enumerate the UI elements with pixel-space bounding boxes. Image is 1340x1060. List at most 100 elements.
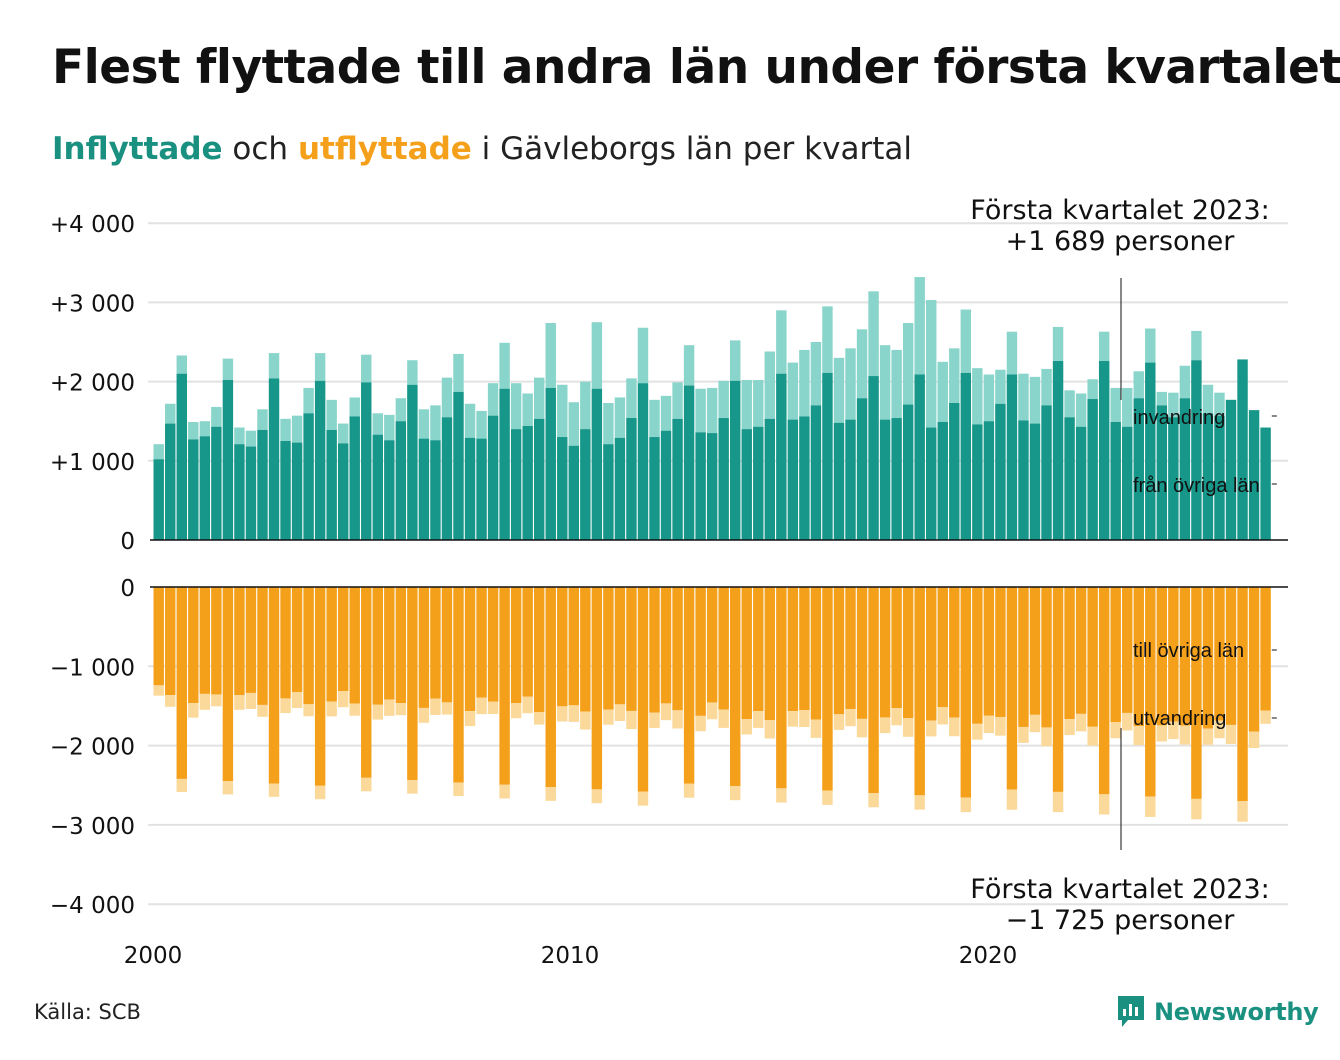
bar-out-domestic [372, 587, 383, 705]
bar-out-domestic [1064, 587, 1075, 720]
bar-out-emigration [603, 709, 614, 725]
bar-out-domestic [580, 587, 591, 712]
bar-in-domestic [706, 433, 718, 540]
bar-out-emigration [314, 785, 326, 800]
bar-in-immigration [1156, 391, 1168, 406]
bar-out-emigration [1029, 714, 1041, 733]
bar-out-domestic [649, 587, 660, 713]
bar-out-emigration [349, 703, 360, 716]
bar-in-domestic [1260, 427, 1271, 540]
bar-out-emigration [902, 718, 914, 737]
bar-in-domestic [695, 432, 706, 540]
bar-out-emigration [926, 720, 937, 737]
bar-in-immigration [891, 349, 902, 419]
bar-out-emigration [234, 695, 245, 710]
bar-out-emigration [1018, 726, 1029, 743]
bar-in-immigration [257, 409, 268, 430]
bar-in-immigration [1214, 392, 1225, 416]
bar-in-immigration [856, 329, 868, 399]
bar-out-emigration [1122, 712, 1133, 731]
bar-out-emigration [337, 691, 349, 708]
bar-in-domestic [245, 446, 257, 540]
bar-out-domestic [291, 587, 303, 692]
bar-in-domestic [165, 423, 176, 540]
bar-in-immigration [776, 310, 787, 374]
bar-in-domestic [303, 413, 314, 540]
bar-out-emigration [753, 711, 764, 728]
bar-out-emigration [1168, 721, 1179, 740]
bar-out-emigration [856, 718, 868, 738]
bar-out-domestic [672, 587, 683, 711]
bar-in-immigration [1133, 371, 1144, 399]
bar-in-immigration [649, 399, 660, 438]
series-label-immigration: invandring [1133, 407, 1225, 429]
bar-in-immigration [361, 354, 372, 383]
bar-out-domestic [487, 587, 499, 702]
bar-out-emigration [972, 723, 983, 740]
bar-in-domestic [787, 419, 799, 540]
bar-in-immigration [753, 380, 764, 427]
bar-out-domestic [868, 587, 879, 794]
bar-in-domestic [730, 380, 741, 540]
bar-in-domestic [626, 418, 637, 540]
bar-in-immigration [660, 395, 672, 431]
bar-in-immigration [626, 378, 637, 419]
bar-out-emigration [568, 705, 580, 722]
bar-out-domestic [695, 587, 706, 716]
bar-in-domestic [799, 416, 810, 540]
bar-out-emigration [1064, 719, 1075, 736]
y-tick-label-top: +4 000 [50, 212, 135, 238]
bar-out-emigration [706, 702, 718, 720]
bar-out-domestic [337, 587, 349, 692]
bar-in-immigration [522, 393, 533, 426]
bars-outflow [153, 587, 1271, 822]
bar-in-domestic [280, 441, 291, 540]
bar-in-immigration [995, 369, 1006, 404]
subtitle-in-word: Inflyttade [52, 131, 223, 167]
bar-out-domestic [384, 587, 395, 700]
bar-out-emigration [1110, 722, 1121, 739]
bar-in-immigration [245, 430, 257, 447]
bar-out-domestic [1087, 587, 1098, 727]
bar-in-immigration [787, 362, 799, 420]
bar-out-domestic [1041, 587, 1052, 728]
bar-in-immigration [1098, 331, 1110, 362]
bar-out-emigration [1087, 726, 1098, 746]
bar-out-emigration [407, 780, 418, 794]
bar-out-domestic [245, 587, 257, 693]
bar-out-emigration [1237, 801, 1248, 822]
bar-out-emigration [257, 704, 268, 717]
bar-out-domestic [891, 587, 902, 709]
bar-in-immigration [580, 381, 591, 430]
bar-out-emigration [1133, 726, 1144, 746]
bar-in-immigration [730, 340, 741, 381]
bar-in-immigration [234, 427, 245, 445]
bar-out-domestic [1133, 587, 1144, 727]
bar-out-domestic [188, 587, 199, 704]
series-label-domestic-out: till övriga län [1133, 640, 1244, 662]
bar-out-domestic [1029, 587, 1041, 715]
bar-in-immigration [1168, 392, 1179, 418]
bar-out-emigration [833, 714, 845, 730]
bar-out-emigration [361, 777, 372, 792]
bar-in-domestic [1225, 399, 1237, 540]
bar-in-domestic [902, 404, 914, 540]
bar-in-domestic [211, 426, 222, 540]
bar-out-emigration [418, 707, 430, 723]
bar-in-immigration [1041, 368, 1052, 406]
bar-in-immigration [926, 300, 937, 428]
bar-in-domestic [441, 417, 453, 540]
bar-in-immigration [1064, 390, 1075, 418]
y-tick-label-bottom: −2 000 [50, 735, 135, 761]
bar-out-emigration [776, 788, 787, 803]
bar-out-domestic [533, 587, 545, 713]
bar-in-domestic [614, 437, 626, 540]
bar-in-immigration [1006, 331, 1018, 375]
bar-in-domestic [995, 403, 1006, 540]
bar-in-immigration [637, 327, 649, 384]
bar-in-immigration [1110, 387, 1121, 422]
bar-out-domestic [476, 587, 487, 698]
brand-name: Newsworthy [1154, 998, 1319, 1026]
bar-in-immigration [533, 377, 545, 419]
